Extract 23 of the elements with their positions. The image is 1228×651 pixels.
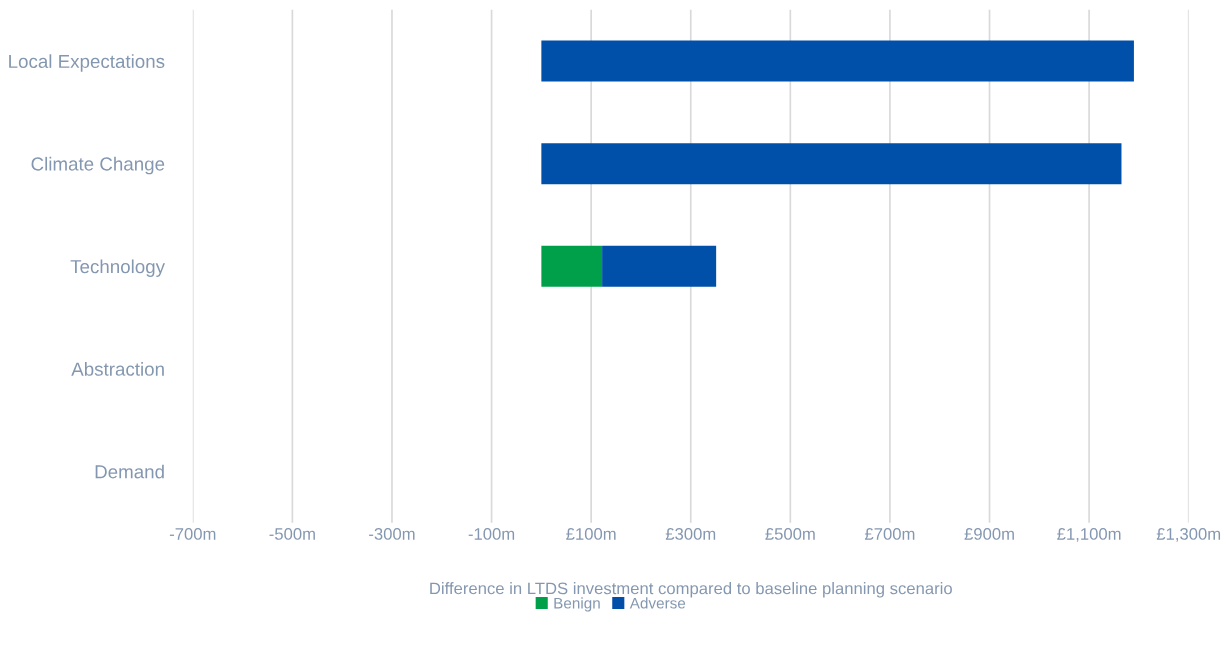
bar (541, 40, 1134, 82)
legend-label: Adverse (629, 597, 686, 609)
x-tick-label: -700m (169, 528, 216, 540)
y-tick-label: Abstraction (71, 362, 164, 376)
x-tick-label: -300m (369, 528, 415, 540)
x-tick-label: £300m (665, 528, 716, 540)
y-tick-label: Technology (70, 259, 165, 277)
bar (541, 143, 1122, 185)
bar (602, 245, 717, 287)
bar (541, 245, 603, 287)
x-tick-label: £1,100m (1057, 528, 1121, 542)
y-tick-label: Local Expectations (9, 54, 165, 72)
y-tick-label: Demand (95, 464, 164, 479)
x-tick-label: £100m (566, 528, 616, 540)
legend-label: Benign (554, 597, 600, 612)
x-tick-label: £1,300m (1156, 528, 1221, 542)
x-tick-label: £500m (765, 528, 815, 540)
y-tick-label: Climate Change (31, 156, 165, 175)
x-tick-label: -500m (269, 528, 315, 540)
x-tick-label: £700m (864, 528, 915, 540)
x-tick-label: £900m (964, 528, 1014, 540)
x-tick-label: -100m (468, 528, 515, 540)
x-axis-title: Difference in LTDS investment compared to baseline planning scenario (430, 582, 952, 598)
